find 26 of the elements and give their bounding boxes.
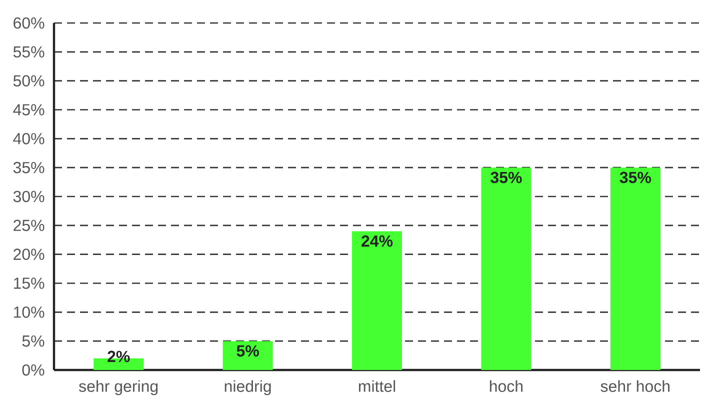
bar bbox=[222, 341, 273, 370]
x-tick-label: sehr hoch bbox=[600, 380, 670, 392]
y-tick-label: 45% bbox=[13, 104, 44, 116]
y-tick-label: 50% bbox=[13, 75, 44, 86]
data-label: 35% bbox=[620, 172, 651, 184]
y-tick-label: 0% bbox=[22, 364, 44, 376]
y-tick-label: 30% bbox=[13, 190, 44, 202]
y-tick-label: 10% bbox=[14, 306, 44, 318]
bar bbox=[352, 231, 402, 370]
x-tick-label: hoch bbox=[490, 380, 523, 392]
y-tick-label: 35% bbox=[13, 162, 44, 174]
y-tick-label: 5% bbox=[22, 335, 44, 347]
data-label: 5% bbox=[236, 345, 259, 357]
y-tick-label: 15% bbox=[14, 278, 44, 289]
x-tick-label: niedrig bbox=[224, 380, 271, 396]
y-tick-label: 60% bbox=[14, 17, 44, 29]
y-tick-label: 40% bbox=[13, 133, 44, 144]
bar bbox=[610, 168, 660, 370]
x-tick-label: sehr gering bbox=[79, 380, 158, 396]
data-label: 35% bbox=[490, 172, 522, 184]
y-tick-label: 25% bbox=[14, 220, 44, 232]
bar bbox=[481, 168, 532, 370]
data-label: 24% bbox=[362, 235, 393, 247]
y-tick-label: 20% bbox=[14, 248, 44, 260]
y-tick-label: 55% bbox=[13, 46, 44, 58]
x-tick-label: mittel bbox=[358, 380, 396, 392]
